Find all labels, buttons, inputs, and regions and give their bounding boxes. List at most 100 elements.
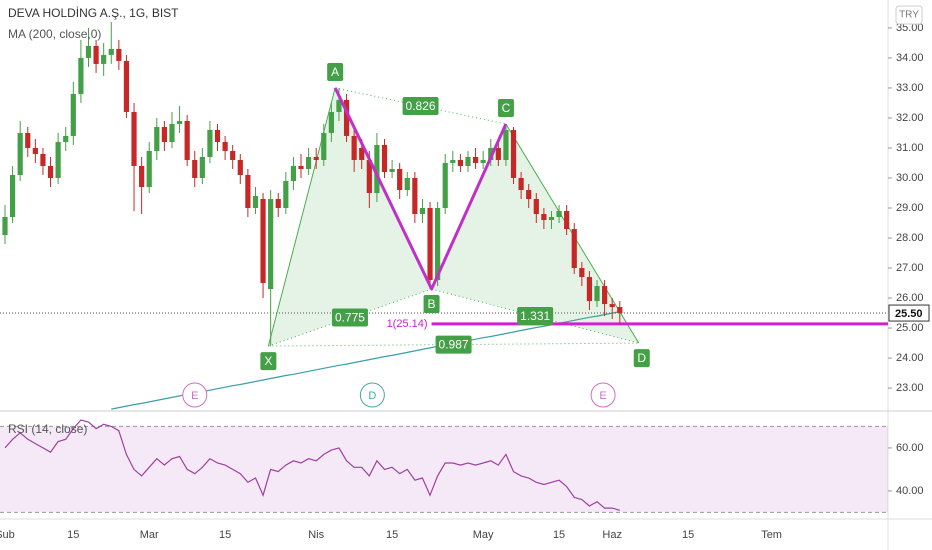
candle-body xyxy=(526,189,532,199)
candle-body xyxy=(343,99,350,136)
currency[interactable]: TRY xyxy=(899,10,919,21)
candle-body xyxy=(579,268,585,278)
level-label: 1(25.14) xyxy=(387,318,428,330)
candle-body xyxy=(571,229,577,269)
candle-body xyxy=(9,174,16,218)
indicator-label: MA (200, close,0) xyxy=(8,27,101,41)
candle-body xyxy=(389,168,395,172)
candle-body xyxy=(176,120,183,124)
candle-body xyxy=(457,159,463,166)
candle-body xyxy=(510,129,517,178)
y-tick-label: 27.00 xyxy=(896,262,924,274)
pattern-point xyxy=(327,62,344,81)
candle-body xyxy=(108,48,114,55)
ratio-label: 0.987 xyxy=(439,338,469,352)
candle-body xyxy=(472,156,479,163)
ratio-label-box xyxy=(517,307,554,326)
rsi-pane xyxy=(0,419,888,513)
x-tick-label: 15 xyxy=(553,529,565,541)
y-tick-label: 33.00 xyxy=(896,82,924,94)
y-tick-label: 60.00 xyxy=(896,442,924,454)
candle-body xyxy=(336,99,342,112)
candle-body xyxy=(101,54,107,64)
candle-body xyxy=(564,211,570,230)
candle-body xyxy=(2,217,8,236)
candle-body xyxy=(55,141,61,178)
pattern-ratio-line xyxy=(268,288,432,347)
ratio-label-box xyxy=(331,308,368,327)
candle-body xyxy=(93,45,99,64)
ratio-label: 0.826 xyxy=(406,99,436,113)
y-tick-label: 24.00 xyxy=(896,352,924,364)
candle-body xyxy=(184,120,190,160)
currency-box[interactable] xyxy=(895,5,923,25)
candle-body xyxy=(533,198,539,215)
candle-body xyxy=(192,159,198,178)
pattern-point-label: X xyxy=(264,354,272,368)
candle-body xyxy=(268,198,274,290)
candle-body xyxy=(252,195,259,209)
candle-body xyxy=(146,150,152,187)
x-tick-label: Nis xyxy=(308,529,324,541)
pattern-fill xyxy=(268,87,432,347)
candle-body xyxy=(328,111,334,133)
rsi-line xyxy=(4,419,620,511)
candle-body xyxy=(427,208,433,281)
candle-body xyxy=(32,147,38,154)
axes: Şub 15 Mar 15 Nis 15 May 15 Haz 15 Tem 23.00 24.00 25… xyxy=(0,22,930,541)
candle-body xyxy=(230,150,236,160)
candle-body xyxy=(602,286,608,305)
pattern-point xyxy=(423,295,440,314)
last-price-label: 25.50 xyxy=(895,308,923,320)
pattern-point-label: B xyxy=(428,297,436,311)
candle-body xyxy=(78,57,84,94)
y-tick-label: 35.00 xyxy=(896,22,924,34)
candle-body xyxy=(237,159,243,175)
candle-body xyxy=(207,129,213,157)
candle-body xyxy=(404,177,410,190)
pattern-point xyxy=(497,98,514,117)
candle-body xyxy=(435,208,441,281)
candle-body xyxy=(116,48,122,61)
pattern-point-label: C xyxy=(502,101,511,115)
cycle-marker-label: D xyxy=(368,390,376,402)
candle-body xyxy=(359,147,365,160)
candle-body xyxy=(169,123,175,142)
candle-body xyxy=(290,165,297,181)
candle-body xyxy=(40,153,46,166)
y-tick-label: 40.00 xyxy=(896,485,924,497)
candle-body xyxy=(465,156,471,166)
pattern-point xyxy=(260,352,277,371)
candle-body xyxy=(63,135,69,142)
y-tick-label: 26.00 xyxy=(896,292,924,304)
candle-body xyxy=(495,147,501,160)
ratio-label-box xyxy=(435,335,472,354)
x-tick-label: May xyxy=(473,529,494,541)
rsi-label: RSI (14, close) xyxy=(8,422,87,436)
x-tick-label: Haz xyxy=(602,529,622,541)
candle-body xyxy=(275,198,281,209)
x-tick-label: 15 xyxy=(682,529,694,541)
pattern-point xyxy=(633,349,650,368)
candle-body xyxy=(283,180,289,209)
pattern-point-label: D xyxy=(637,351,646,365)
y-tick-label: 28.00 xyxy=(896,232,924,244)
cycle-marker xyxy=(359,382,385,408)
candle-body xyxy=(609,304,615,308)
x-tick-label: 15 xyxy=(386,529,398,541)
last-price-box xyxy=(888,304,930,322)
candle-body xyxy=(321,132,327,160)
candle-body xyxy=(586,277,593,302)
x-tick-label: 15 xyxy=(67,529,79,541)
candle-body xyxy=(154,126,160,151)
y-tick-label: 25.00 xyxy=(896,322,924,334)
x-tick-label: Mar xyxy=(140,529,159,541)
candle-body xyxy=(298,165,304,169)
pattern-ratio-line xyxy=(268,342,639,347)
cycle-marker-label: E xyxy=(599,390,606,402)
cycle-marker xyxy=(182,382,208,408)
candle-body xyxy=(450,159,456,163)
